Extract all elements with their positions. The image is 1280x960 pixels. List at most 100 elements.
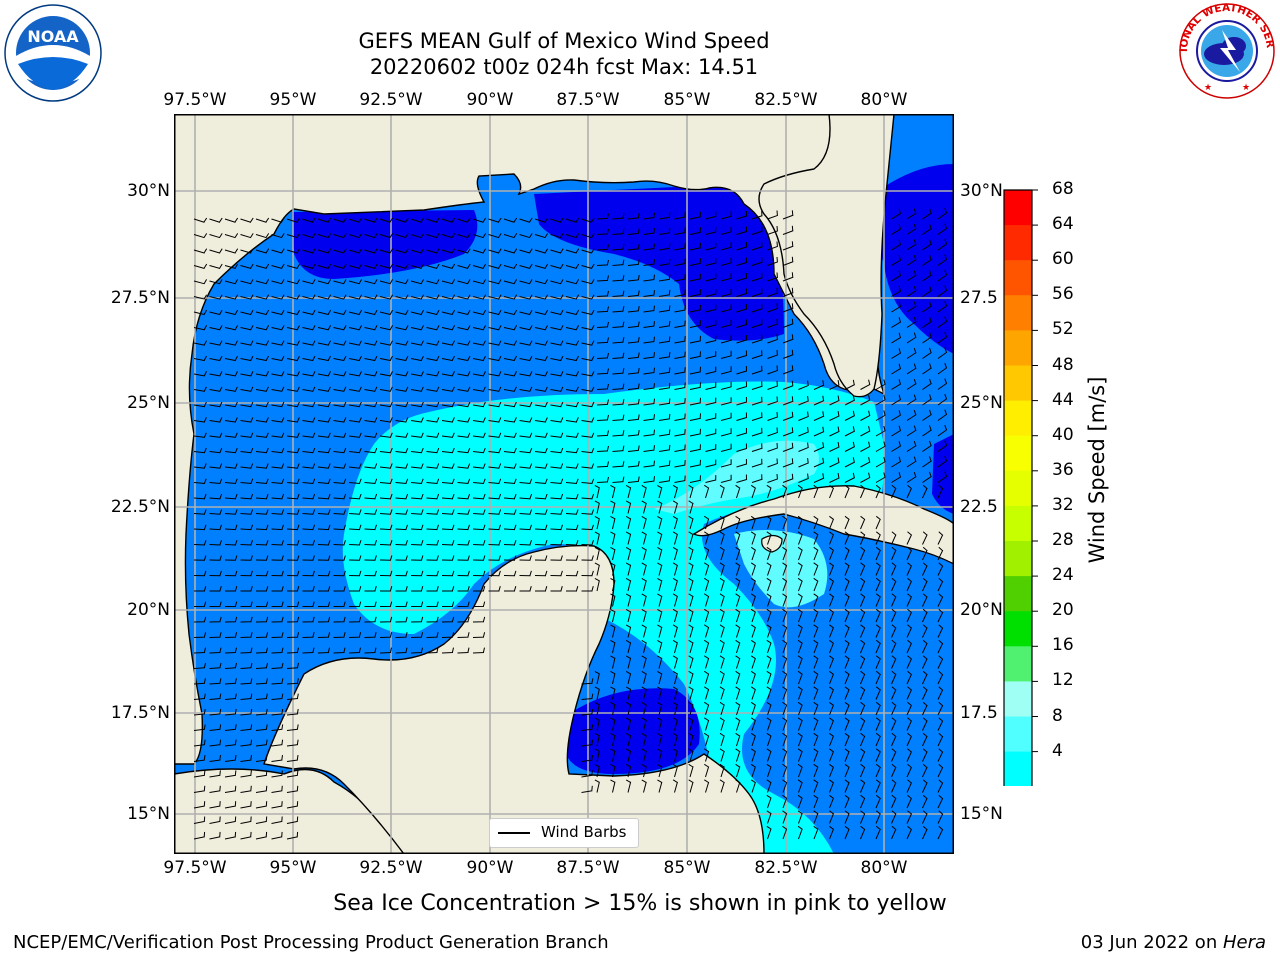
- wind-barb: [550, 524, 563, 531]
- wind-barb: [488, 386, 502, 392]
- wind-barb: [286, 616, 300, 623]
- wind-barb: [797, 794, 803, 809]
- wind-barb: [240, 678, 253, 685]
- wind-barb: [625, 670, 632, 685]
- wind-barb: [750, 779, 756, 793]
- wind-barb: [472, 417, 486, 423]
- wind-barb: [594, 500, 600, 514]
- wind-barb: [395, 386, 409, 392]
- wind-barb: [767, 349, 779, 359]
- wind-barb: [364, 279, 378, 285]
- wind-barb: [224, 739, 237, 747]
- wind-barb: [782, 717, 788, 731]
- wind-barb: [286, 816, 299, 824]
- wind-barb: [922, 425, 932, 437]
- wind-barb: [550, 279, 564, 285]
- wind-barb: [271, 724, 284, 731]
- wind-barb: [209, 463, 223, 469]
- colorbar-tick-label: 36: [1052, 459, 1074, 480]
- wind-barb: [688, 763, 694, 778]
- wind-barb: [550, 371, 564, 377]
- wind-barb: [255, 294, 270, 300]
- wind-barb: [875, 577, 881, 592]
- footer-date: 03 Jun 2022 on Hera: [1081, 932, 1266, 953]
- wind-barb: [550, 447, 564, 454]
- wind-barb: [271, 693, 284, 700]
- wind-barb: [643, 476, 655, 483]
- lat-label-right: 30°N: [960, 181, 1003, 201]
- wind-barb: [519, 570, 532, 577]
- wind-barb: [224, 816, 237, 824]
- wind-barb: [829, 717, 835, 731]
- wind-barb: [688, 686, 694, 700]
- wind-barb: [596, 352, 609, 359]
- wind-barb: [937, 546, 944, 561]
- wind-barb: [379, 340, 393, 346]
- wind-barb: [813, 484, 819, 499]
- wind-barb: [193, 540, 207, 546]
- wind-barb: [240, 555, 253, 561]
- wind-barb: [348, 570, 362, 577]
- wind-barb: [782, 825, 788, 840]
- wind-barb: [209, 524, 222, 531]
- wind-barb: [844, 763, 850, 778]
- wind-barb: [317, 463, 331, 469]
- wind-barb: [720, 381, 732, 390]
- wind-barb: [255, 279, 270, 285]
- colorbar-tick-label: 48: [1052, 354, 1074, 375]
- wind-barb: [751, 474, 763, 483]
- wind-barb: [286, 755, 299, 762]
- wind-barb: [333, 632, 346, 638]
- wind-barb: [719, 515, 725, 530]
- wind-barb: [797, 717, 803, 731]
- wind-barb: [875, 562, 881, 576]
- wind-barb: [672, 779, 678, 793]
- wind-barb: [657, 732, 663, 747]
- wind-barb: [333, 647, 346, 654]
- wind-barb: [348, 601, 362, 607]
- wind-barb: [689, 304, 701, 313]
- wind-barb: [426, 371, 440, 377]
- wind-barb: [364, 586, 377, 592]
- wind-barb: [286, 601, 300, 607]
- wind-barb: [271, 386, 285, 392]
- wind-barb: [782, 458, 794, 468]
- wind-barb: [782, 396, 794, 406]
- wind-barb: [875, 472, 886, 483]
- wind-barb: [457, 217, 471, 223]
- wind-barb: [689, 366, 701, 375]
- wind-barb: [240, 632, 253, 638]
- wind-barb: [209, 340, 223, 346]
- wind-barb: [193, 801, 206, 809]
- wind-barb: [534, 217, 549, 223]
- wind-barb: [704, 608, 710, 623]
- wind-barb: [504, 586, 517, 592]
- wind-barb: [751, 396, 763, 406]
- wind-barb: [625, 484, 632, 499]
- wind-barb: [333, 263, 347, 269]
- wind-barb: [672, 608, 678, 623]
- wind-barb: [488, 432, 502, 438]
- wind-barb: [519, 386, 533, 392]
- wind-barb: [410, 463, 424, 469]
- wind-barb: [209, 401, 223, 408]
- wind-barb: [209, 386, 223, 392]
- wind-barb: [565, 555, 579, 561]
- wind-barb: [364, 616, 377, 623]
- wind-barb: [302, 463, 316, 469]
- wind-barb: [565, 355, 579, 362]
- wind-barb: [782, 763, 788, 778]
- wind-barb: [688, 655, 694, 669]
- wind-barb: [657, 763, 663, 778]
- wind-barb: [240, 309, 254, 316]
- wind-barb: [627, 460, 640, 468]
- wind-barb: [441, 509, 455, 515]
- wind-barb: [767, 287, 779, 297]
- wind-barb: [813, 717, 819, 731]
- wind-barb: [224, 524, 238, 531]
- wind-barb: [875, 825, 881, 840]
- wind-barb: [457, 616, 470, 623]
- wind-barb: [674, 243, 686, 251]
- wind-barb: [550, 401, 564, 408]
- wind-barb: [472, 493, 486, 500]
